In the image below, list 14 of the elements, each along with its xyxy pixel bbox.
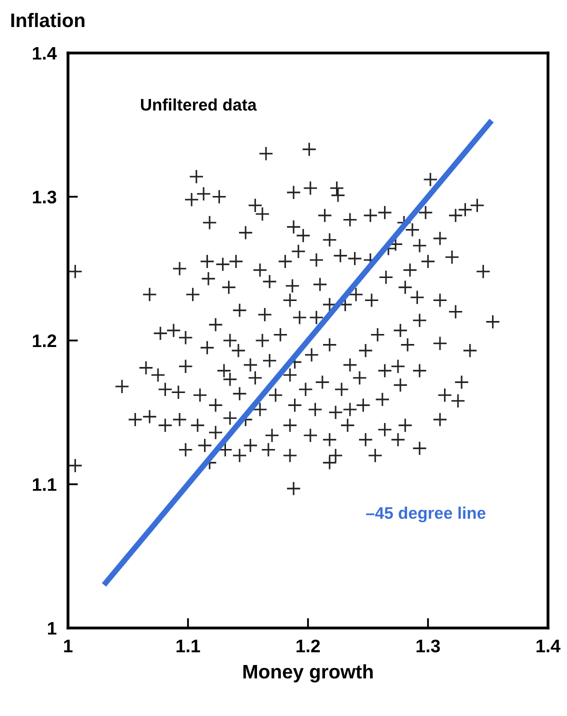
y-tick-label: 1	[48, 622, 56, 635]
y-axis-title: Inflation	[11, 12, 84, 28]
y-tick-label: 1.1	[32, 478, 56, 491]
x-axis-title: Money growth	[243, 664, 373, 682]
x-tick-label: 1.3	[416, 640, 440, 652]
annotation: Unfiltered data	[141, 98, 257, 111]
x-tick-label: 1.2	[296, 640, 320, 652]
y-tick-label: 1.2	[32, 334, 56, 348]
text: –45 degree line	[366, 506, 486, 522]
x-tick-label: 1.1	[176, 640, 200, 652]
x-tick-label: 1	[64, 640, 73, 652]
y-tick-label: 1.3	[32, 190, 56, 204]
y-tick-label: 1.4	[32, 47, 57, 60]
x-tick-label: 1.4	[536, 640, 560, 652]
